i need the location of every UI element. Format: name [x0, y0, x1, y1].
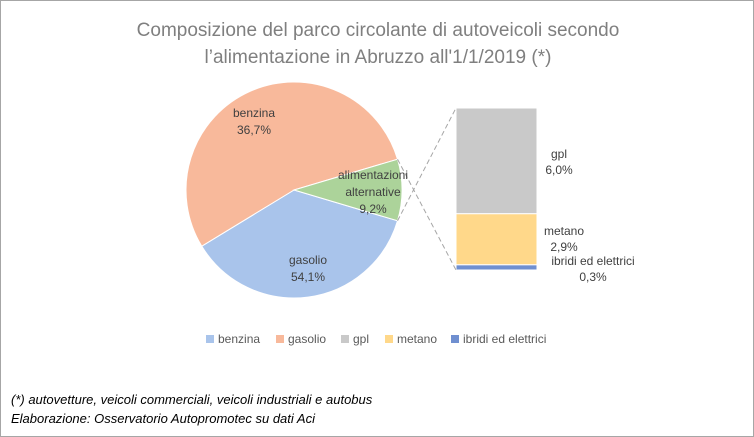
legend-label: ibridi ed elettrici: [463, 332, 547, 346]
legend-item: metano: [385, 332, 437, 346]
bar-value: 6,0%: [545, 163, 573, 177]
bar-label: ibridi ed elettrici 0,3%: [538, 253, 648, 285]
connector: [397, 107, 457, 222]
bar-name: ibridi ed elettrici: [551, 254, 635, 268]
bar-segment: [455, 213, 538, 266]
slice-name: alimentazioni alternative: [337, 168, 409, 199]
legend-swatch: [451, 335, 459, 343]
slice-label: alimentazioni alternative 9,2%: [328, 167, 418, 218]
slice-value: 54,1%: [290, 270, 326, 284]
slice-name: benzina: [232, 106, 276, 120]
legend-label: benzina: [218, 332, 261, 346]
slice-label: benzina 36,7%: [214, 105, 294, 139]
legend-item: ibridi ed elettrici: [451, 332, 546, 346]
legend-swatch: [276, 335, 284, 343]
slice-name: gasolio: [288, 253, 328, 267]
bar-label: metano 2,9%: [539, 223, 589, 255]
legend-label: metano: [397, 332, 438, 346]
slice-value: 36,7%: [236, 123, 272, 137]
footnote: (*) autovetture, veicoli commerciali, ve…: [11, 392, 373, 407]
legend-label: gpl: [353, 332, 370, 346]
bar-name: metano: [543, 224, 585, 238]
slice-value: 9,2%: [359, 202, 387, 216]
slice-label: gasolio 54,1%: [268, 252, 348, 286]
bar-value: 0,3%: [579, 270, 607, 284]
legend-item: gpl: [341, 332, 369, 346]
legend-item: benzina: [206, 332, 260, 346]
footnote: Elaborazione: Osservatorio Autopromotec …: [11, 411, 315, 426]
bar-segment: [455, 107, 538, 215]
legend-swatch: [206, 335, 214, 343]
connector: [397, 158, 457, 271]
legend-label: gasolio: [288, 332, 327, 346]
bar-value: 2,9%: [550, 240, 578, 254]
pie-slice: [201, 189, 399, 299]
bar-label: gpl 6,0%: [539, 146, 579, 178]
bar-name: gpl: [550, 147, 567, 161]
legend-swatch: [341, 335, 349, 343]
legend-swatch: [385, 335, 393, 343]
legend-item: gasolio: [276, 332, 326, 346]
pie-slice: [185, 81, 399, 247]
chart-title: Composizione del parco circolante di aut…: [136, 20, 620, 68]
bar-segment: [455, 264, 538, 271]
